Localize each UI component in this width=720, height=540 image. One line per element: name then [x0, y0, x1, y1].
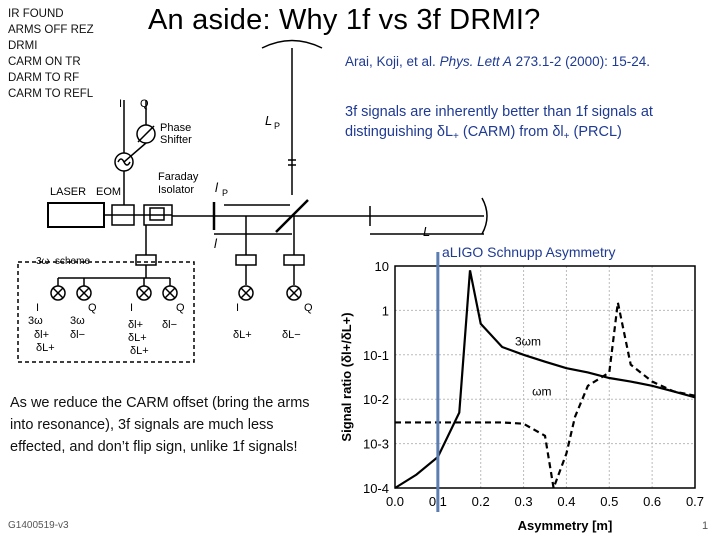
faraday-isolator — [143, 204, 173, 226]
x-tick-label: 0.3 — [515, 494, 533, 509]
status-line: DARM TO RF — [8, 72, 80, 84]
iq-label: I — [36, 302, 39, 314]
l1-label: l — [214, 236, 218, 251]
laser-label: LASER — [50, 186, 86, 198]
x-tick-label: 0.5 — [600, 494, 618, 509]
L1-label: L — [423, 224, 430, 239]
plot-frame — [394, 265, 696, 489]
signal-label: δL+ — [130, 345, 149, 357]
iq-label: Q — [88, 302, 97, 314]
phase-arrow — [137, 125, 155, 143]
status-list: IR FOUND ARMS OFF REZ DRMI CARM ON TR DA… — [8, 6, 94, 102]
beam-splitter — [275, 199, 309, 233]
x-tick-label: 0.0 — [386, 494, 404, 509]
explanation-text: 3f signals are inherently better than 1f… — [345, 102, 665, 147]
signal-label: δL+ — [128, 332, 147, 344]
asymmetry-label: aLIGO Schnupp Asymmetry — [442, 244, 616, 260]
status-line: ARMS OFF REZ — [8, 24, 94, 36]
lp-small-sub: P — [222, 188, 228, 198]
phase-shifter-label: Phase — [160, 122, 191, 134]
faraday-label: Isolator — [158, 184, 194, 196]
citation-authors: Arai, Koji, et al. — [345, 54, 436, 69]
mixers — [50, 285, 302, 301]
eom-label: EOM — [96, 186, 121, 198]
citation-ref: 273.1-2 (2000): 15-24. — [515, 54, 650, 69]
phase-link — [123, 142, 147, 163]
document-number: G1400519-v3 — [8, 520, 69, 531]
y-tick-label: 1 — [382, 303, 389, 318]
faraday-core — [149, 207, 165, 221]
output-label: δL− — [282, 329, 301, 341]
explain-part: (CARM) from — [458, 124, 553, 140]
explain-symbol: δl — [552, 124, 564, 140]
iq-label: Q — [304, 302, 313, 314]
slide-title: An aside: Why 1f vs 3f DRMI? — [148, 4, 541, 36]
photodiode — [283, 254, 305, 266]
top-end-mirror — [261, 39, 323, 49]
status-line: CARM ON TR — [8, 56, 81, 68]
explain-part: (PRCL) — [569, 124, 622, 140]
x-tick-label: 0.6 — [643, 494, 661, 509]
lp-small: l — [215, 180, 219, 195]
scheme-suffix: scheme — [55, 256, 90, 267]
x-tick-label: 0.4 — [557, 494, 575, 509]
freq-label: 3ω — [28, 315, 43, 327]
y-tick-label: 10-1 — [363, 348, 389, 363]
explain-sub: + — [563, 131, 570, 142]
x-tick-label: 0.2 — [472, 494, 490, 509]
citation: Arai, Koji, et al. Phys. Lett A 273.1-2 … — [345, 54, 650, 69]
carm-offset-note: As we reduce the CARM offset (bring the … — [10, 395, 310, 455]
y-tick-label: 10-3 — [363, 437, 389, 452]
iq-label: I — [130, 302, 133, 314]
status-line: DRMI — [8, 40, 38, 52]
x-tick-label: 0.7 — [686, 494, 704, 509]
signal-label: δl+ — [128, 319, 143, 331]
right-end-mirror — [481, 197, 488, 235]
explain-part: 3f signals are inherently better than 1f… — [345, 104, 653, 140]
label-q: Q — [140, 98, 149, 110]
status-line: CARM TO REFL — [8, 88, 94, 100]
annotation-3om: 3ωm — [515, 335, 541, 349]
photodiode — [235, 254, 257, 266]
iq-label: I — [236, 302, 239, 314]
3f-scheme-box — [17, 261, 195, 363]
series-3om — [394, 270, 696, 489]
signal-label: δl− — [162, 319, 177, 331]
signal-label: δl− — [70, 329, 85, 341]
y-tick-label: 10-4 — [363, 481, 389, 496]
annotation-om: ωm — [532, 385, 551, 399]
eom — [111, 204, 135, 226]
freq-label: 3ω — [70, 315, 85, 327]
explain-symbol: δL — [436, 124, 454, 140]
phase-shifter-label: Shifter — [160, 134, 192, 146]
page-number: 1 — [702, 520, 709, 532]
y-tick-label: 10-2 — [363, 392, 389, 407]
iq-label: Q — [176, 302, 185, 314]
citation-journal: Phys. Lett A — [439, 54, 512, 69]
y-axis-label: Signal ratio (δl+/δL+) — [339, 312, 354, 441]
label-i: I — [119, 98, 122, 110]
signal-label: δL+ — [36, 342, 55, 354]
x-axis-label: Asymmetry [m] — [518, 518, 613, 533]
lp-label: L — [265, 113, 272, 128]
status-line: IR FOUND — [8, 8, 64, 20]
output-label: δL+ — [233, 329, 252, 341]
laser-box — [47, 202, 105, 228]
signal-label: δl+ — [34, 329, 49, 341]
explain-sub: + — [453, 131, 459, 142]
lp-sub: P — [274, 121, 280, 131]
faraday-label: Faraday — [158, 171, 199, 183]
scheme-label: 3ω — [36, 256, 50, 267]
signal-ratio-chart: 0.00.10.20.30.40.50.60.710110-110-210-31… — [339, 252, 704, 533]
photodiode — [135, 254, 157, 266]
chart-series — [394, 270, 696, 493]
y-tick-label: 10 — [375, 259, 389, 274]
series-om — [395, 302, 696, 493]
